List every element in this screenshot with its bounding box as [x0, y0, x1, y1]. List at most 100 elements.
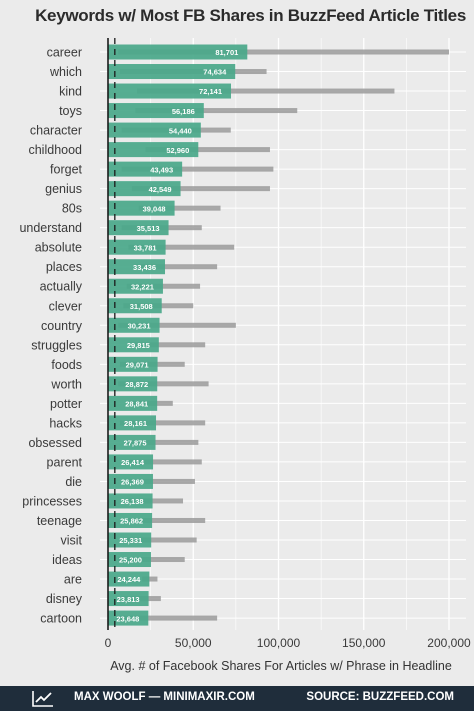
bar	[108, 434, 156, 450]
error-interval	[123, 478, 195, 484]
category-label: parent	[47, 455, 83, 469]
value-label: 29,815	[127, 341, 150, 350]
bar	[108, 571, 150, 587]
bar	[108, 239, 166, 255]
error-interval	[123, 537, 197, 543]
value-label: 28,841	[125, 400, 148, 409]
bar	[108, 83, 232, 99]
error-interval	[118, 49, 449, 55]
value-label: 56,186	[172, 107, 195, 116]
error-interval	[130, 342, 206, 348]
value-label: 27,875	[124, 439, 147, 448]
category-labels: career which kind toys character childhood for…	[19, 46, 82, 626]
value-label: 28,872	[125, 380, 148, 389]
bar	[108, 122, 201, 138]
bar	[108, 376, 158, 392]
category-label: 80s	[62, 202, 82, 216]
chart-title: Keywords w/ Most FB Shares in BuzzFeed A…	[35, 6, 466, 25]
error-interval	[145, 147, 270, 153]
value-label: 74,634	[203, 68, 227, 77]
x-tick-label: 150,000	[342, 636, 386, 650]
error-interval	[119, 420, 206, 426]
category-label: genius	[45, 182, 82, 196]
value-label: 43,493	[150, 165, 173, 174]
footer-source: SOURCE: BUZZFEED.COM	[306, 691, 454, 703]
value-labels: 81,701 74,634 72,141 56,186 54,440 52,960 43,4…	[116, 48, 238, 623]
value-label: 26,414	[121, 458, 145, 467]
bar	[108, 395, 158, 411]
bar	[108, 44, 248, 60]
value-label: 29,071	[126, 361, 149, 370]
value-label: 30,231	[128, 321, 151, 330]
error-interval	[128, 244, 235, 250]
category-label: worth	[50, 377, 82, 391]
value-label: 54,440	[169, 126, 192, 135]
footer-bar: MAX WOOLF — MINIMAXIR.COM SOURCE: BUZZFE…	[0, 686, 474, 711]
value-label: 25,331	[119, 536, 142, 545]
bar	[108, 356, 158, 372]
category-label: ideas	[52, 553, 82, 567]
category-label: absolute	[35, 241, 82, 255]
bar	[108, 591, 149, 607]
value-label: 26,138	[121, 497, 144, 506]
value-label: 52,960	[166, 146, 189, 155]
value-label: 33,436	[133, 263, 156, 272]
bar	[108, 512, 153, 528]
category-label: childhood	[28, 143, 82, 157]
error-interval	[121, 166, 274, 172]
value-label: 33,781	[134, 243, 157, 252]
bar	[108, 552, 151, 568]
category-label: foods	[51, 358, 82, 372]
bar	[108, 103, 204, 119]
category-label: understand	[19, 221, 82, 235]
bar	[108, 454, 154, 470]
x-axis-label: Avg. # of Facebook Shares For Articles w…	[110, 659, 452, 673]
category-label: princesses	[22, 494, 82, 508]
bar	[108, 142, 199, 158]
category-label: toys	[59, 104, 82, 118]
footer-author: MAX WOOLF — MINIMAXIR.COM	[74, 691, 255, 703]
bars	[108, 44, 248, 626]
category-label: teenage	[37, 514, 82, 528]
category-label: actually	[40, 280, 83, 294]
bar	[108, 415, 157, 431]
value-label: 42,549	[149, 185, 172, 194]
value-label: 28,161	[124, 419, 147, 428]
category-label: which	[49, 65, 82, 79]
category-label: are	[64, 573, 82, 587]
value-label: 32,221	[131, 282, 154, 291]
error-interval	[133, 264, 218, 270]
value-label: 23,648	[116, 614, 139, 623]
bar	[108, 259, 166, 275]
bar	[108, 610, 149, 626]
error-interval	[125, 498, 184, 504]
value-label: 39,048	[143, 204, 166, 213]
error-interval	[136, 88, 395, 94]
category-label: hacks	[49, 416, 82, 430]
bar	[108, 278, 163, 294]
bar	[108, 493, 153, 509]
bar	[108, 220, 169, 236]
value-label: 81,701	[215, 48, 238, 57]
reference-lines	[107, 38, 116, 630]
value-label: 26,369	[121, 478, 144, 487]
value-label: 25,200	[119, 556, 142, 565]
bar	[108, 200, 175, 216]
trend-line-icon	[32, 691, 53, 707]
error-interval	[121, 459, 202, 465]
category-label: kind	[59, 85, 82, 99]
category-label: die	[65, 475, 82, 489]
category-label: obsessed	[28, 436, 82, 450]
error-interval	[135, 108, 298, 114]
category-label: disney	[46, 592, 83, 606]
x-tick-label: 0	[105, 636, 112, 650]
category-label: career	[47, 46, 82, 60]
category-label: forget	[50, 163, 82, 177]
error-interval	[126, 439, 199, 445]
error-interval	[118, 381, 209, 387]
x-tick-labels: 0 50,000 100,000 150,000 200,000	[105, 636, 471, 650]
bar	[108, 473, 153, 489]
error-interval	[126, 517, 206, 523]
error-interval	[118, 557, 185, 563]
